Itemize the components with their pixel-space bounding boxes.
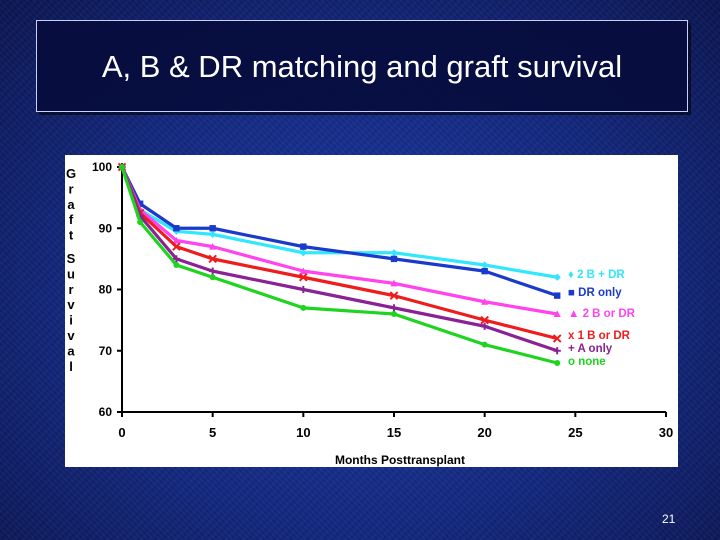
y-tick-label: 80 bbox=[99, 283, 113, 297]
x-tick-label: 25 bbox=[568, 425, 582, 440]
y-axis-title-letter: l bbox=[69, 359, 73, 374]
y-tick-label: 70 bbox=[99, 344, 113, 358]
y-tick-label: 90 bbox=[99, 221, 113, 235]
series-line bbox=[120, 166, 558, 365]
point-marker bbox=[209, 225, 216, 232]
point-marker bbox=[480, 315, 489, 325]
point-marker bbox=[554, 360, 561, 366]
point-marker bbox=[300, 243, 307, 250]
y-axis-title-letter: i bbox=[69, 313, 73, 328]
y-tick-label: 60 bbox=[99, 405, 113, 419]
point-marker bbox=[300, 304, 307, 311]
y-axis-title-letter: v bbox=[67, 328, 75, 343]
y-axis-title-letter: a bbox=[67, 343, 75, 358]
point-marker bbox=[299, 267, 307, 275]
point-marker bbox=[481, 261, 489, 269]
series-line bbox=[120, 166, 558, 316]
point-marker bbox=[481, 341, 488, 348]
y-axis-title-letter: v bbox=[67, 297, 75, 312]
point-marker bbox=[390, 255, 398, 263]
point-marker bbox=[553, 310, 561, 317]
point-marker bbox=[552, 334, 562, 343]
point-marker bbox=[481, 267, 488, 275]
point-marker bbox=[173, 225, 180, 232]
y-axis-title-letter: f bbox=[69, 212, 74, 227]
y-axis-title-letter: r bbox=[68, 282, 73, 297]
y-axis-title-letter: t bbox=[69, 228, 74, 243]
y-tick-label: 100 bbox=[92, 160, 112, 174]
x-axis-title: Months Posttransplant bbox=[335, 453, 465, 467]
y-axis-title-letter: a bbox=[67, 197, 75, 212]
line-chart: 60 70 80 90 100 0 5 10 15 20 25 30 Months Posttransp… bbox=[66, 160, 673, 467]
y-axis-title-letter: G bbox=[66, 166, 76, 181]
x-tick-label: 15 bbox=[387, 425, 401, 440]
point-marker bbox=[391, 311, 397, 317]
x-tick-label: 10 bbox=[296, 425, 310, 440]
point-marker bbox=[209, 230, 217, 238]
point-marker bbox=[389, 291, 399, 300]
legend-entry: ▲ 2 B or DR bbox=[568, 308, 636, 320]
y-axis-title-letter: r bbox=[68, 181, 73, 196]
chart-panel: 60 70 80 90 100 0 5 10 15 20 25 30 Months Posttransp… bbox=[65, 155, 678, 467]
y-axis-title-letter: u bbox=[67, 266, 75, 281]
legend-entry: o none bbox=[568, 356, 606, 368]
x-tick-label: 20 bbox=[477, 425, 491, 440]
point-marker bbox=[299, 249, 307, 257]
series-line bbox=[120, 166, 558, 341]
y-axis-title-letter: S bbox=[67, 251, 76, 266]
point-marker bbox=[136, 200, 144, 207]
x-tick-label: 0 bbox=[118, 425, 125, 440]
point-marker bbox=[208, 254, 217, 264]
point-marker bbox=[390, 279, 398, 287]
point-marker bbox=[390, 249, 398, 257]
slide-title-box: A, B & DR matching and graft survival bbox=[36, 20, 688, 112]
point-marker bbox=[554, 292, 561, 299]
point-marker bbox=[173, 262, 180, 268]
slide-title: A, B & DR matching and graft survival bbox=[101, 48, 623, 84]
point-marker bbox=[553, 273, 561, 281]
point-marker bbox=[481, 298, 489, 305]
point-marker bbox=[209, 243, 217, 250]
point-marker bbox=[209, 274, 216, 281]
legend-entry: x 1 B or DR bbox=[568, 330, 631, 342]
page-number: 21 bbox=[662, 512, 676, 526]
point-marker bbox=[172, 236, 180, 244]
point-marker bbox=[137, 219, 144, 226]
series-line bbox=[120, 166, 558, 279]
legend-entry: ■ DR only bbox=[568, 287, 622, 299]
x-tick-label: 30 bbox=[659, 425, 673, 440]
x-tick-label: 5 bbox=[209, 425, 216, 440]
series-line bbox=[120, 166, 558, 353]
legend-entry: + A only bbox=[568, 343, 613, 355]
point-marker bbox=[172, 242, 181, 251]
point-marker bbox=[119, 164, 125, 170]
legend-entry: ♦ 2 B + DR bbox=[568, 269, 625, 281]
point-marker bbox=[299, 272, 308, 282]
series-line bbox=[120, 166, 558, 298]
